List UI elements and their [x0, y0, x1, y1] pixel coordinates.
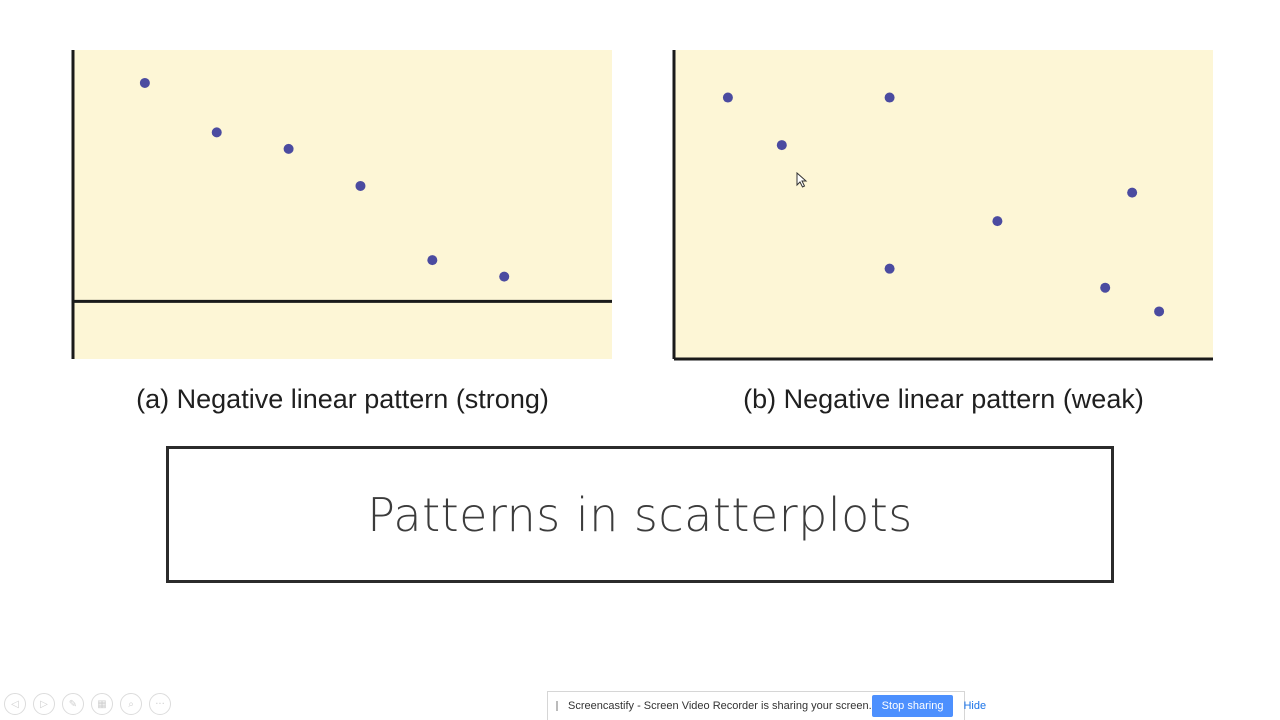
scatter-point: [1154, 306, 1165, 317]
next-icon[interactable]: ▷: [33, 693, 55, 715]
zoom-icon[interactable]: ⌕: [120, 693, 142, 715]
plot-background: [73, 50, 612, 359]
slide-title-box: Patterns in scatterplots: [166, 446, 1114, 583]
scatter-point: [884, 263, 895, 274]
chart-b-svg: [672, 50, 1213, 361]
scatter-point: [427, 255, 438, 266]
scatter-point: [211, 127, 222, 138]
scatter-chart-a: [70, 48, 615, 363]
scatter-point: [776, 140, 787, 151]
more-icon[interactable]: ···: [149, 693, 171, 715]
chart-b-caption: (b) Negative linear pattern (weak): [743, 384, 1144, 414]
stop-sharing-button[interactable]: Stop sharing: [871, 695, 954, 717]
scatter-point: [499, 271, 510, 282]
scatter-point: [1127, 187, 1138, 198]
slides-icon[interactable]: ▦: [91, 693, 113, 715]
prev-icon[interactable]: ◁: [4, 693, 26, 715]
screen-share-bar: Screencastify - Screen Video Recorder is…: [547, 691, 986, 720]
chart-a-svg: [71, 50, 612, 359]
chart-a-caption: (a) Negative linear pattern (strong): [136, 384, 549, 414]
share-message: Screencastify - Screen Video Recorder is…: [568, 700, 872, 712]
slideshow-controls: ◁ ▷ ✎ ▦ ⌕ ···: [4, 693, 171, 715]
mouse-cursor-icon: [796, 172, 808, 188]
slide-title: Patterns in scatterplots: [367, 487, 913, 542]
pen-icon[interactable]: ✎: [62, 693, 84, 715]
scatter-chart-b: [671, 48, 1216, 363]
scatter-point: [355, 180, 366, 191]
scatter-point: [884, 92, 895, 103]
scatter-point: [992, 216, 1003, 227]
drag-handle-icon[interactable]: [556, 701, 558, 711]
scatter-point: [722, 92, 733, 103]
hide-link[interactable]: Hide: [963, 700, 987, 712]
scatter-point: [139, 77, 150, 88]
plot-background: [674, 50, 1213, 359]
scatter-point: [1100, 282, 1111, 293]
scatter-point: [283, 143, 294, 154]
